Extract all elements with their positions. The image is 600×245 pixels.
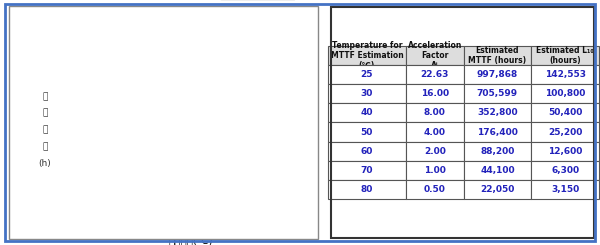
Text: 使: 使	[43, 92, 47, 101]
Text: (h): (h)	[38, 159, 52, 168]
Text: 用: 用	[43, 109, 47, 118]
Text: 寿: 寿	[43, 125, 47, 134]
Text: 命: 命	[43, 142, 47, 151]
X-axis label: 工作温度(℃): 工作温度(℃)	[168, 235, 213, 245]
